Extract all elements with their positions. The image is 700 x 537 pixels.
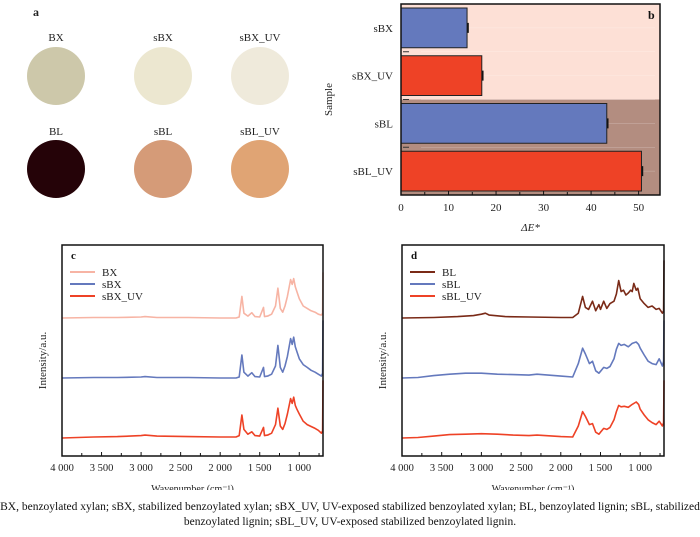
sample-disc (231, 140, 289, 198)
panel-letter: b (648, 8, 655, 22)
legend-label: sBL (442, 279, 461, 291)
y-tick-label: sBX_UV (352, 71, 393, 83)
panel-b-bar-chart: sBX sBX_UV sBL sBL_UV 0 10 20 30 40 50 ΔE* Sample b (323, 3, 661, 234)
x-tick-label: 40 (586, 202, 598, 214)
series-line-BX (61, 272, 324, 319)
bar-sBL_UV (400, 150, 642, 192)
panel-d-spectra-chart: 4 000 3 500 3 000 2 500 2 000 1 500 1 000 Waven… (377, 244, 665, 490)
x-tick-label: 1 500 (589, 463, 613, 474)
panel-c-spectra-chart: 4 000 3 500 3 000 2 500 2 000 1 500 1 000 Waven… (37, 244, 324, 490)
sample-disc (27, 140, 85, 198)
bar-sBL (400, 103, 608, 144)
legend-label: sBL_UV (442, 291, 482, 303)
x-tick-label: 1 000 (628, 463, 652, 474)
plot-frame (400, 3, 661, 196)
x-tick-label: 3 500 (430, 463, 454, 474)
sample-label: sBX_UV (239, 32, 281, 44)
x-tick-label: 3 000 (470, 463, 494, 474)
x-tick-label: 2 000 (549, 463, 573, 474)
y-axis-label: Sample (323, 83, 335, 116)
plot-frame (61, 244, 324, 457)
x-axis-label: Wavenumber (cm⁻¹) (492, 484, 575, 490)
x-tick-label: 1 000 (287, 463, 311, 474)
series-line-sBL_UV (401, 380, 665, 439)
legend-label: BL (442, 267, 456, 279)
x-tick-label: 2 500 (169, 463, 193, 474)
sample-disc (27, 47, 85, 105)
series-line-sBX (61, 320, 324, 379)
x-tick-label: 50 (633, 202, 645, 214)
x-tick-label: 4 000 (50, 463, 74, 474)
legend-label: sBX (102, 279, 122, 291)
sample-label: sBX (153, 32, 173, 44)
sample-label: BX (48, 32, 64, 44)
y-tick-label: sBL_UV (353, 166, 393, 178)
x-tick-label: 10 (443, 202, 455, 214)
sample-label: sBL_UV (240, 126, 280, 138)
panel-letter: c (71, 250, 76, 262)
legend-label: BX (102, 267, 117, 279)
plot-frame (401, 244, 665, 457)
panel-a-letter: a (33, 5, 39, 19)
sample-disc (231, 47, 289, 105)
figure-caption: BX, benzoylated xylan; sBX, stabilized b… (0, 501, 700, 528)
x-tick-label: 2 000 (208, 463, 232, 474)
y-axis-label: Intensity/a.u. (37, 332, 49, 390)
sample-label: BL (48, 126, 64, 138)
y-tick-label: sBL (375, 118, 394, 130)
x-tick-label: 0 (398, 202, 404, 214)
series-line-BL (401, 260, 665, 319)
x-tick-label: 20 (491, 202, 503, 214)
sample-disc (134, 47, 192, 105)
sample-label: sBL (153, 126, 173, 138)
x-tick-label: 1 500 (248, 463, 272, 474)
series-line-sBL (401, 320, 665, 379)
x-axis-label: Wavenumber (cm⁻¹) (151, 484, 234, 490)
x-tick-label: 3 000 (129, 463, 153, 474)
x-tick-label: 3 500 (90, 463, 114, 474)
sample-disc (134, 140, 192, 198)
x-tick-label: 2 500 (509, 463, 533, 474)
legend-label: sBX_UV (102, 291, 143, 303)
x-tick-label: 30 (538, 202, 550, 214)
bar-sBX (400, 7, 468, 49)
panel-letter: d (411, 250, 417, 262)
bar-sBX_UV (400, 55, 483, 96)
x-tick-label: 4 000 (390, 463, 414, 474)
y-tick-label: sBX (373, 23, 393, 35)
y-axis-label: Intensity/a.u. (377, 332, 389, 390)
x-axis-label: ΔE* (520, 222, 540, 234)
series-line-sBX_UV (61, 380, 324, 439)
